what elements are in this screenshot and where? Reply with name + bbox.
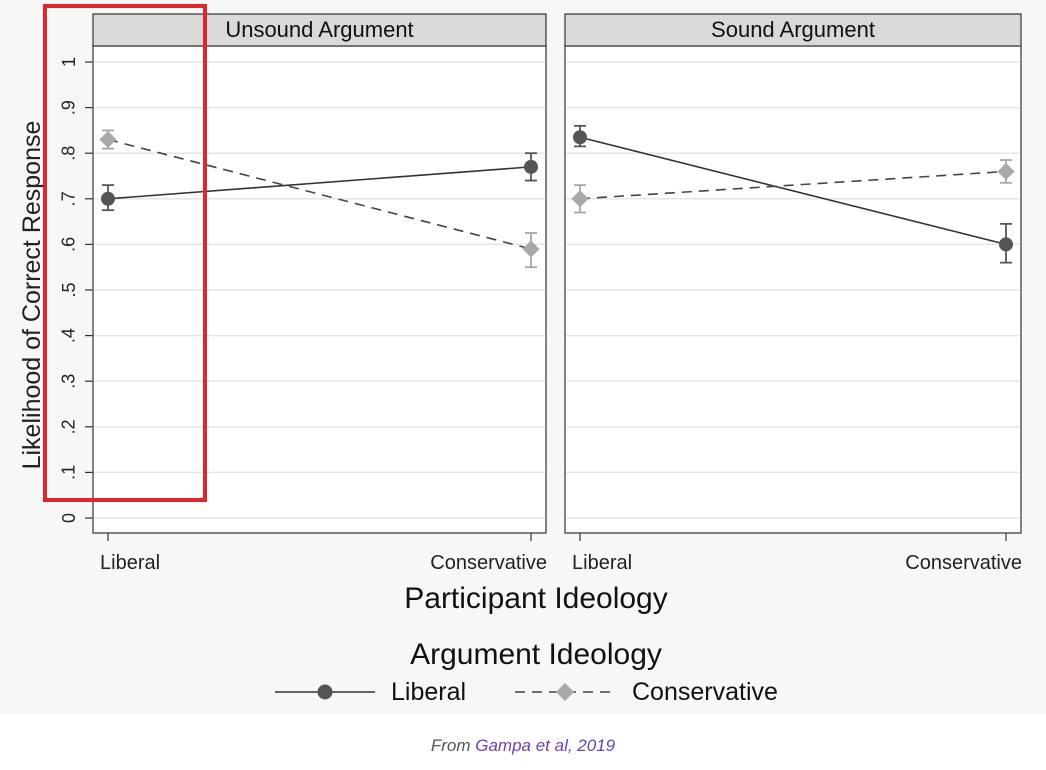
caption-prefix: From <box>430 736 476 755</box>
panel-strip <box>564 13 1022 47</box>
y-axis-title: Likelihood of Correct Response <box>18 121 46 470</box>
highlight-box <box>43 4 207 502</box>
data-point-conservative <box>997 162 1015 180</box>
series-line-liberal <box>579 136 1007 246</box>
panel-title: Sound Argument <box>711 17 875 42</box>
y-tick-label: .8 <box>59 146 79 161</box>
data-point-liberal <box>573 130 587 145</box>
x-axis-title: Participant Ideology <box>404 582 668 615</box>
panel-title: Unsound Argument <box>225 17 413 42</box>
legend-marker-conservative <box>556 683 574 701</box>
x-tick-label: Liberal <box>572 552 632 574</box>
series-line-conservative <box>579 170 1007 200</box>
data-point-conservative <box>522 240 540 258</box>
data-point-conservative <box>99 131 117 149</box>
chart: Likelihood of Correct Response 0 .1 .2 .3 .4.… <box>18 4 1022 706</box>
y-tick-label: .6 <box>59 237 79 252</box>
series-line-liberal <box>107 166 532 200</box>
legend-label-liberal: Liberal <box>391 678 466 706</box>
panel-strip <box>92 13 547 47</box>
data-point-liberal <box>999 237 1013 252</box>
citation-link[interactable]: Gampa et al, 2019 <box>475 736 616 755</box>
y-tick-label: .1 <box>59 465 79 480</box>
y-tick-label: .3 <box>59 374 79 389</box>
data-point-liberal <box>101 191 115 206</box>
data-point-conservative <box>571 190 589 208</box>
y-tick-label: .2 <box>59 419 79 434</box>
legend-title: Argument Ideology <box>410 638 662 671</box>
x-tick-label: Conservative <box>430 552 547 574</box>
legend-label-conservative: Conservative <box>632 678 778 706</box>
y-tick-label: .9 <box>59 100 79 115</box>
x-tick-label: Liberal <box>100 552 160 574</box>
x-tick-label: Conservative <box>905 552 1022 574</box>
y-tick-label: .7 <box>59 191 79 206</box>
legend-marker-liberal <box>317 684 333 700</box>
y-tick-label: 1 <box>59 57 79 67</box>
y-tick-label: .4 <box>59 328 79 343</box>
figure-caption: From Gampa et al, 2019 <box>0 736 1046 756</box>
series-line-conservative <box>107 138 532 250</box>
y-tick-label: 0 <box>59 513 79 523</box>
figure: Likelihood of Correct Response 0 .1 .2 .3 .4.… <box>18 4 1022 706</box>
y-tick-label: .5 <box>59 282 79 297</box>
data-point-liberal <box>524 159 538 174</box>
